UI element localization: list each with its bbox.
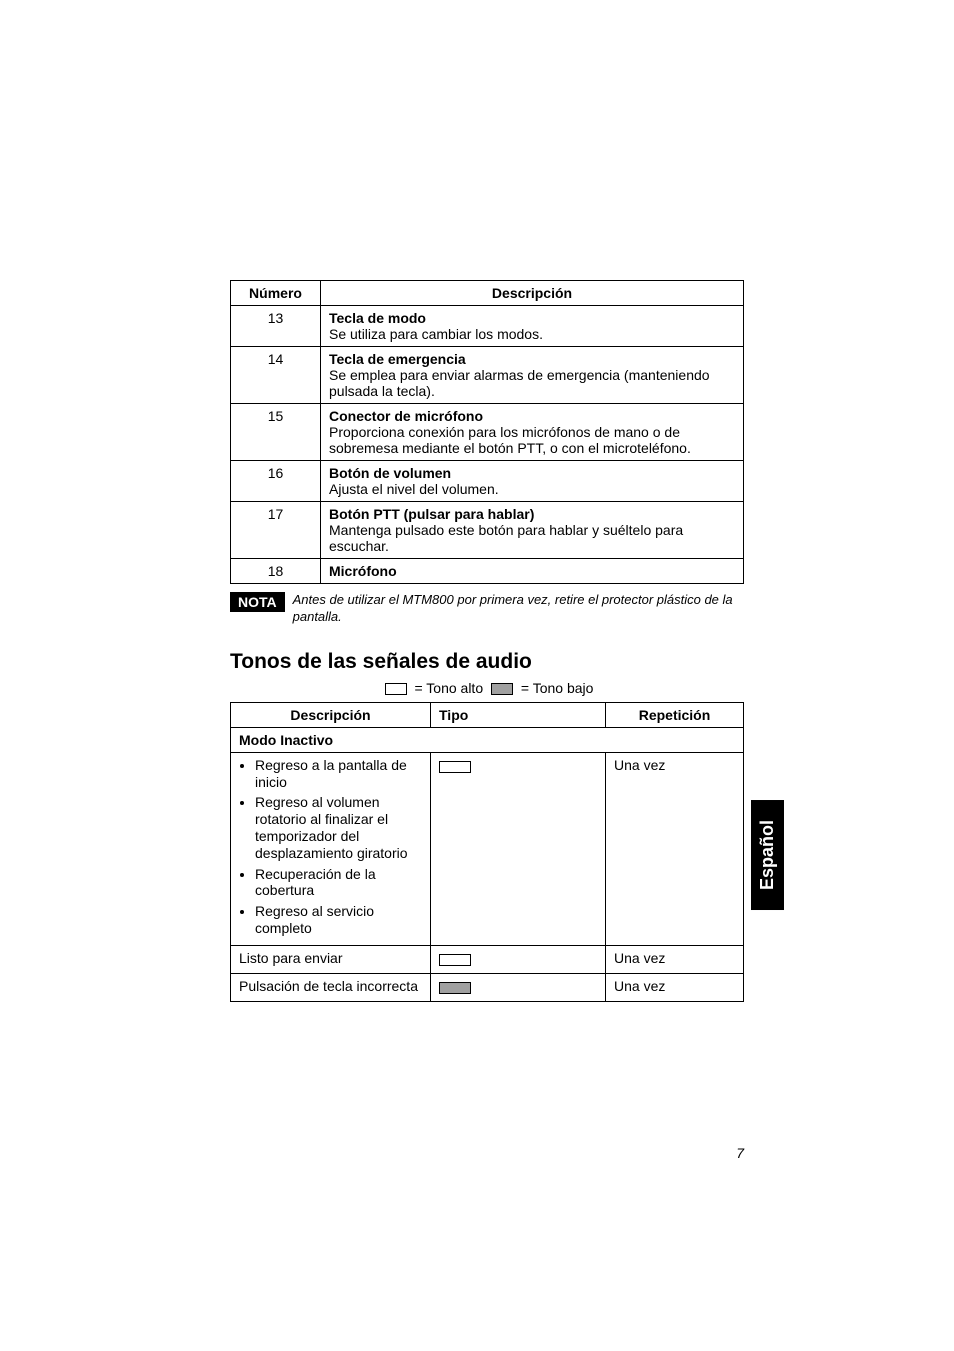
tone-high-icon <box>439 761 471 773</box>
tone-low-icon <box>439 982 471 994</box>
table-row: 16 Botón de volumen Ajusta el nivel del … <box>231 461 744 502</box>
table-subheader: Modo Inactivo <box>231 727 744 752</box>
row-tipo <box>431 945 606 973</box>
col-header-rep: Repetición <box>606 702 744 727</box>
row-title: Conector de micrófono <box>329 408 483 424</box>
row-num: 15 <box>231 404 321 461</box>
section-title: Tonos de las señales de audio <box>230 650 744 674</box>
row-desc: Tecla de modo Se utiliza para cambiar lo… <box>321 306 744 347</box>
row-title: Botón de volumen <box>329 465 451 481</box>
row-body: Se utiliza para cambiar los modos. <box>329 326 543 342</box>
row-body: Se emplea para enviar alarmas de emergen… <box>329 367 710 399</box>
row-desc: Micrófono <box>321 559 744 584</box>
row-body: Ajusta el nivel del volumen. <box>329 481 499 497</box>
row-num: 16 <box>231 461 321 502</box>
table-row: 17 Botón PTT (pulsar para hablar) Manten… <box>231 502 744 559</box>
table-row: Pulsación de tecla incorrecta Una vez <box>231 973 744 1001</box>
table-row: 15 Conector de micrófono Proporciona con… <box>231 404 744 461</box>
list-item: Recuperación de la cobertura <box>255 866 422 900</box>
row-desc: Botón PTT (pulsar para hablar) Mantenga … <box>321 502 744 559</box>
row-num: 13 <box>231 306 321 347</box>
row-desc: Regreso a la pantalla de inicio Regreso … <box>231 752 431 945</box>
note-text: Antes de utilizar el MTM800 por primera … <box>293 592 744 626</box>
list-item: Regreso a la pantalla de inicio <box>255 757 422 791</box>
row-num: 14 <box>231 347 321 404</box>
row-rep: Una vez <box>606 945 744 973</box>
row-num: 18 <box>231 559 321 584</box>
table-row: Listo para enviar Una vez <box>231 945 744 973</box>
row-desc: Tecla de emergencia Se emplea para envia… <box>321 347 744 404</box>
table-row: Regreso a la pantalla de inicio Regreso … <box>231 752 744 945</box>
row-desc: Listo para enviar <box>231 945 431 973</box>
row-body: Proporciona conexión para los micrófonos… <box>329 424 691 456</box>
col-header-descripcion: Descripción <box>321 281 744 306</box>
col-header-tipo: Tipo <box>431 702 606 727</box>
row-title: Tecla de emergencia <box>329 351 466 367</box>
tones-table: Descripción Tipo Repetición Modo Inactiv… <box>230 702 744 1002</box>
note-block: NOTA Antes de utilizar el MTM800 por pri… <box>230 592 744 626</box>
table-row: 13 Tecla de modo Se utiliza para cambiar… <box>231 306 744 347</box>
row-body: Mantenga pulsado este botón para hablar … <box>329 522 683 554</box>
tone-legend: = Tono alto = Tono bajo <box>230 680 744 696</box>
tone-high-icon <box>439 954 471 966</box>
list-item: Regreso al servicio completo <box>255 903 422 937</box>
note-badge: NOTA <box>230 592 285 612</box>
table-row: 18 Micrófono <box>231 559 744 584</box>
subheader-text: Modo Inactivo <box>231 727 744 752</box>
row-rep: Una vez <box>606 973 744 1001</box>
row-num: 17 <box>231 502 321 559</box>
row-desc: Botón de volumen Ajusta el nivel del vol… <box>321 461 744 502</box>
row-title: Tecla de modo <box>329 310 426 326</box>
row-rep: Una vez <box>606 752 744 945</box>
list-item: Regreso al volumen rotatorio al finaliza… <box>255 794 422 861</box>
row-desc: Pulsación de tecla incorrecta <box>231 973 431 1001</box>
row-desc: Conector de micrófono Proporciona conexi… <box>321 404 744 461</box>
col-header-desc: Descripción <box>231 702 431 727</box>
legend-low-label: = Tono bajo <box>521 680 594 696</box>
row-tipo <box>431 973 606 1001</box>
col-header-numero: Número <box>231 281 321 306</box>
row-title: Micrófono <box>329 563 397 579</box>
row-title: Botón PTT (pulsar para hablar) <box>329 506 534 522</box>
language-tab: Español <box>751 800 784 910</box>
legend-swatch-high-icon <box>385 683 407 695</box>
page-number: 7 <box>736 1145 744 1161</box>
table-row: 14 Tecla de emergencia Se emplea para en… <box>231 347 744 404</box>
legend-swatch-low-icon <box>491 683 513 695</box>
row-tipo <box>431 752 606 945</box>
features-table: Número Descripción 13 Tecla de modo Se u… <box>230 280 744 584</box>
legend-high-label: = Tono alto <box>414 680 483 696</box>
